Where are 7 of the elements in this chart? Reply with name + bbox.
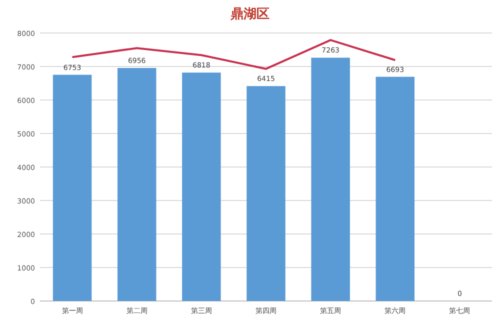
bar [311, 58, 350, 301]
chart-title: 鼎湖区 [230, 7, 270, 22]
bar [52, 74, 92, 301]
bar [246, 86, 286, 301]
bar [376, 76, 415, 301]
bar [117, 68, 156, 301]
bar [182, 72, 221, 301]
